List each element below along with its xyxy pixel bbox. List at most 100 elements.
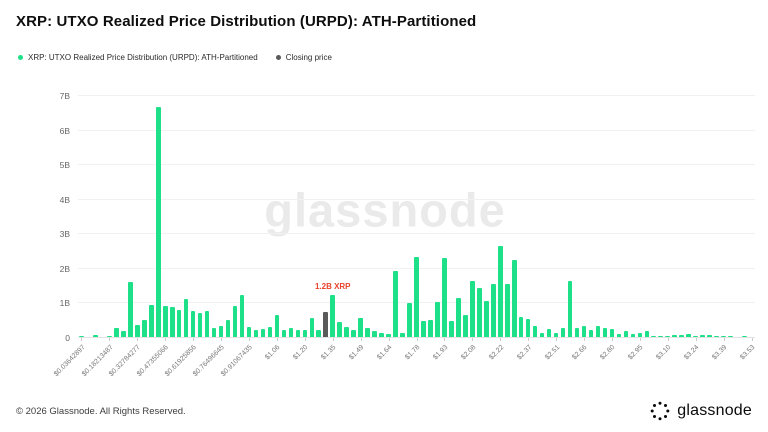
supply-bar[interactable]	[665, 335, 671, 337]
supply-bar[interactable]	[483, 301, 489, 337]
supply-bar[interactable]	[197, 312, 203, 337]
supply-bar[interactable]	[463, 314, 468, 337]
supply-bar[interactable]	[637, 333, 643, 337]
supply-bar[interactable]	[190, 310, 196, 337]
supply-bar[interactable]	[246, 326, 252, 337]
supply-bar[interactable]	[316, 330, 322, 337]
supply-bar[interactable]	[107, 335, 112, 337]
supply-bar[interactable]	[602, 328, 608, 337]
supply-bar[interactable]	[372, 330, 377, 337]
supply-bar[interactable]	[707, 335, 712, 337]
supply-bar[interactable]	[567, 281, 573, 337]
supply-bar[interactable]	[518, 316, 524, 337]
supply-bar[interactable]	[504, 283, 510, 337]
supply-bar[interactable]	[686, 333, 691, 337]
closing-price-bar[interactable]	[323, 312, 329, 337]
supply-bar[interactable]	[148, 304, 154, 337]
supply-bar[interactable]	[93, 334, 98, 337]
supply-bar[interactable]	[211, 328, 217, 337]
supply-bar[interactable]	[162, 306, 168, 337]
supply-bar[interactable]	[623, 330, 629, 337]
supply-bar[interactable]	[260, 328, 266, 337]
gridline	[78, 164, 755, 166]
supply-bar[interactable]	[553, 332, 559, 337]
supply-bar[interactable]	[225, 319, 231, 337]
supply-bar[interactable]	[274, 315, 280, 337]
supply-bar[interactable]	[267, 326, 273, 337]
supply-bar[interactable]	[539, 332, 545, 337]
supply-bar[interactable]	[693, 335, 698, 337]
supply-bar[interactable]	[581, 325, 587, 337]
legend-item-urpd[interactable]: XRP: UTXO Realized Price Distribution (U…	[18, 53, 258, 62]
supply-bar[interactable]	[511, 259, 517, 337]
supply-bar[interactable]	[414, 257, 419, 337]
supply-bar[interactable]	[407, 303, 412, 337]
supply-bar[interactable]	[169, 306, 175, 337]
supply-bar[interactable]	[288, 328, 294, 337]
supply-bar[interactable]	[114, 328, 119, 337]
supply-bar[interactable]	[644, 330, 650, 337]
supply-bar[interactable]	[204, 311, 210, 337]
supply-bar[interactable]	[630, 333, 636, 337]
supply-bar[interactable]	[742, 336, 747, 337]
supply-bar[interactable]	[281, 330, 287, 337]
supply-bar[interactable]	[560, 327, 566, 337]
supply-bar[interactable]	[700, 334, 705, 337]
supply-bar[interactable]	[428, 320, 433, 337]
supply-bar[interactable]	[532, 326, 538, 337]
legend-item-closing-price[interactable]: Closing price	[275, 53, 332, 62]
supply-bar[interactable]	[295, 330, 301, 337]
supply-bar[interactable]	[232, 305, 238, 337]
supply-bar[interactable]	[651, 335, 657, 337]
x-axis-tick-label: $3.24	[683, 344, 701, 362]
supply-bar[interactable]	[218, 325, 224, 337]
supply-bar[interactable]	[302, 330, 308, 337]
supply-bar[interactable]	[358, 318, 363, 337]
supply-bar[interactable]	[79, 336, 84, 337]
supply-bar[interactable]	[135, 324, 140, 337]
supply-bar[interactable]	[679, 334, 684, 337]
supply-bar[interactable]	[155, 107, 161, 337]
supply-bar[interactable]	[176, 309, 182, 337]
supply-bar[interactable]	[442, 257, 447, 337]
supply-bar[interactable]	[609, 329, 615, 337]
supply-bar[interactable]	[588, 329, 594, 337]
x-axis-tick-label: $3.53	[739, 344, 757, 362]
supply-bar[interactable]	[121, 331, 126, 337]
supply-bar[interactable]	[574, 328, 580, 337]
supply-bar[interactable]	[546, 329, 552, 337]
supply-bar[interactable]	[721, 336, 726, 337]
supply-bar[interactable]	[470, 281, 475, 337]
supply-bar[interactable]	[525, 319, 531, 337]
x-axis-tick-label: $2.37	[515, 344, 534, 362]
supply-bar[interactable]	[239, 294, 245, 337]
supply-bar[interactable]	[714, 336, 719, 337]
supply-bar[interactable]	[393, 270, 398, 337]
supply-bar[interactable]	[421, 321, 426, 337]
supply-bar[interactable]	[497, 246, 503, 337]
supply-bar[interactable]	[351, 330, 356, 337]
supply-bar[interactable]	[344, 327, 349, 337]
supply-bar[interactable]	[658, 335, 664, 337]
supply-bar[interactable]	[490, 283, 496, 337]
supply-bar[interactable]	[435, 302, 440, 337]
supply-bar[interactable]	[386, 334, 391, 337]
supply-bar[interactable]	[142, 319, 147, 337]
supply-bar[interactable]	[309, 317, 315, 337]
supply-bar[interactable]	[253, 329, 259, 337]
supply-bar[interactable]	[128, 282, 133, 337]
supply-bar[interactable]	[616, 333, 622, 337]
x-axis-tick-label: $3.10	[655, 344, 673, 362]
supply-bar[interactable]	[337, 322, 343, 337]
supply-bar[interactable]	[400, 332, 405, 337]
supply-bar[interactable]	[330, 295, 336, 337]
supply-bar[interactable]	[672, 335, 678, 337]
supply-bar[interactable]	[183, 299, 189, 337]
supply-bar[interactable]	[456, 297, 461, 337]
supply-bar[interactable]	[728, 336, 733, 337]
supply-bar[interactable]	[449, 321, 454, 337]
supply-bar[interactable]	[365, 328, 370, 337]
supply-bar[interactable]	[595, 325, 601, 337]
supply-bar[interactable]	[379, 333, 384, 337]
supply-bar[interactable]	[477, 287, 482, 337]
